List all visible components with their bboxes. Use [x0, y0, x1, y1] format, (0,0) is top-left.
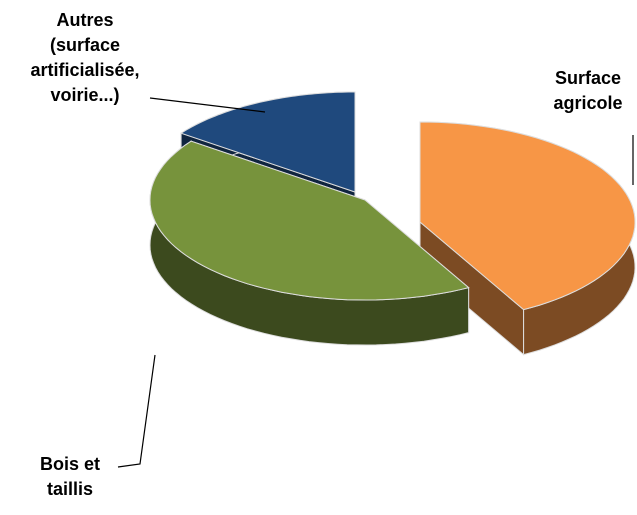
slice-label: Bois et taillis: [39, 454, 100, 499]
pie-slice: [179, 91, 356, 193]
slice-label: Autres (surface artificialisée, voirie..…: [30, 10, 140, 105]
leader-line: [149, 97, 266, 113]
slices: [149, 91, 636, 356]
pie-slice: [419, 121, 636, 311]
pie-slice: [149, 140, 470, 301]
slice-label: Surface agricole: [553, 68, 623, 113]
leader-line: [117, 354, 156, 468]
